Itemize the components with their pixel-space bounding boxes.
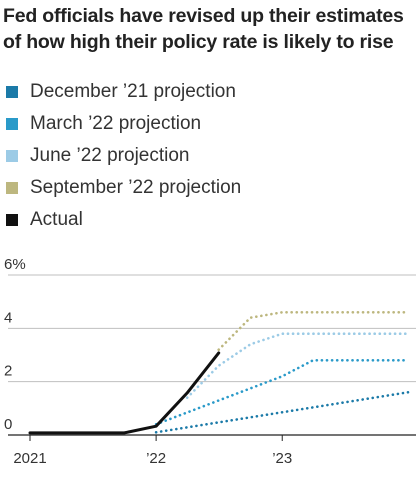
legend-swatch [6, 150, 18, 162]
legend-label: Actual [30, 209, 83, 230]
legend: December ’21 projection March ’22 projec… [6, 76, 241, 236]
y-tick-label: 0 [4, 416, 12, 433]
x-tick-label: 2021 [13, 450, 46, 467]
legend-swatch [6, 214, 18, 226]
y-tick-label: 6% [4, 256, 26, 273]
legend-swatch [6, 182, 18, 194]
legend-label: September ’22 projection [30, 177, 242, 198]
legend-swatch [6, 86, 18, 98]
series-line-2 [185, 332, 410, 399]
series-line-4 [28, 351, 221, 435]
legend-item-actual: Actual [6, 204, 241, 236]
series-line-1 [154, 359, 410, 426]
legend-item-september-22: September ’22 projection [6, 172, 241, 204]
series-line-3 [217, 311, 410, 351]
series-line-0 [154, 391, 410, 434]
x-tick-label: ’22 [146, 450, 166, 467]
legend-label: June ’22 projection [30, 145, 190, 166]
legend-swatch [6, 118, 18, 130]
y-tick-label: 2 [4, 363, 12, 380]
y-tick-label: 4 [4, 309, 12, 326]
legend-item-december-21: December ’21 projection [6, 76, 241, 108]
legend-label: December ’21 projection [30, 81, 236, 102]
legend-item-june-22: June ’22 projection [6, 140, 241, 172]
legend-label: March ’22 projection [30, 113, 202, 134]
legend-item-march-22: March ’22 projection [6, 108, 241, 140]
x-tick-label: ’23 [272, 450, 292, 467]
chart-title: Fed officials have revised up their esti… [3, 5, 404, 53]
